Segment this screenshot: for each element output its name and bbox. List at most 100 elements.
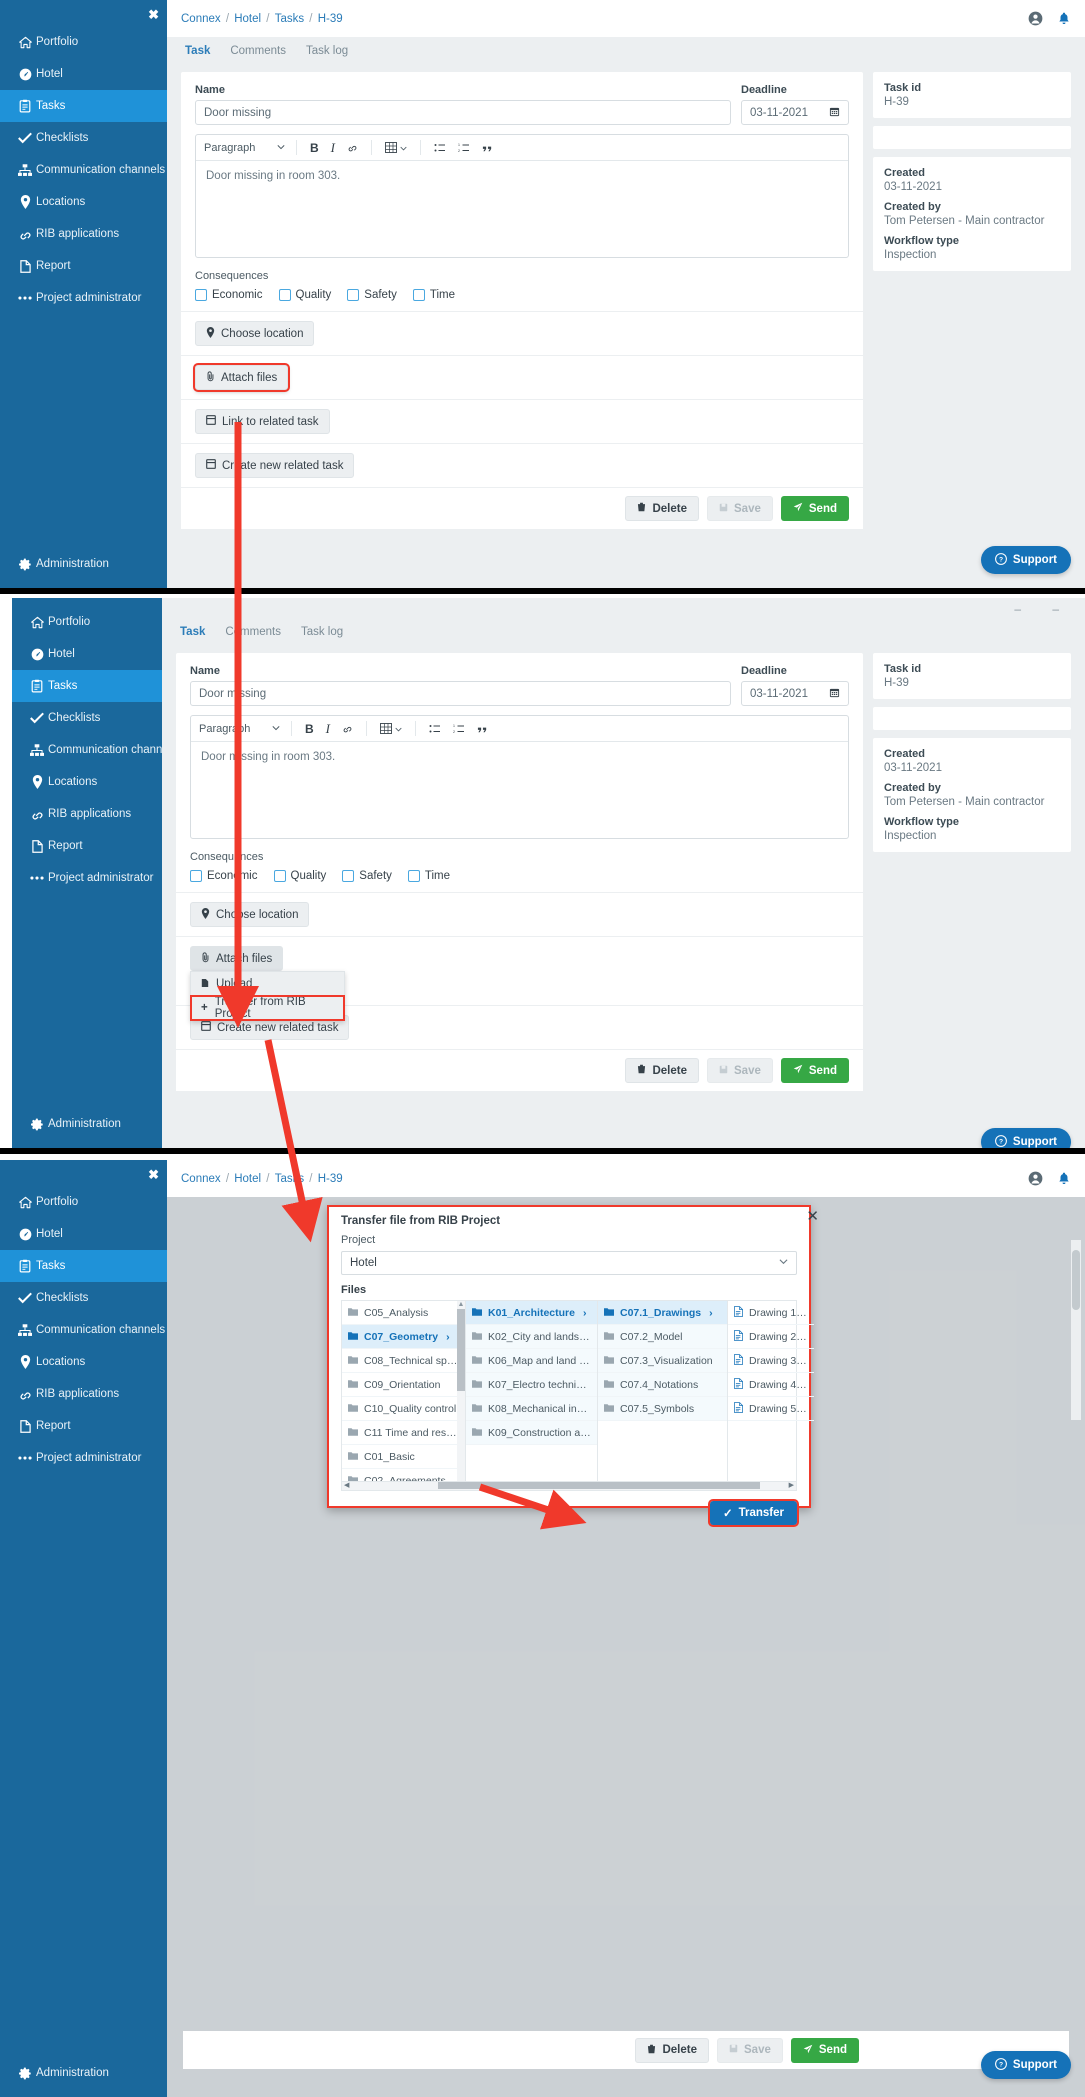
breadcrumb-item[interactable]: Connex [181,12,221,25]
file-row[interactable]: C09_Orientation [342,1373,465,1397]
sidebar-item-administration[interactable]: Administration [0,548,167,580]
bullet-list-icon[interactable] [428,143,452,153]
sidebar-item-report[interactable]: Report [0,1410,167,1442]
file-row[interactable]: C07.2_Model [598,1325,727,1349]
file-row[interactable]: Drawing 5.pdf [728,1397,814,1421]
file-row[interactable]: C10_Quality control [342,1397,465,1421]
breadcrumb-item[interactable]: H-39 [317,1172,343,1185]
file-row[interactable]: C07.3_Visualization [598,1349,727,1373]
breadcrumb-item[interactable]: Hotel [234,1172,262,1185]
delete-button[interactable]: Delete [635,2037,710,2063]
send-button[interactable]: Send [780,496,849,521]
blockquote-icon[interactable] [471,724,494,734]
checkbox-safety[interactable] [347,289,360,301]
sidebar-item-report[interactable]: Report [0,250,167,282]
sidebar-close-icon[interactable]: ✖ [148,7,159,22]
close-icon[interactable]: ✕ [806,1208,819,1225]
sidebar-item-communication-channels[interactable]: Communication channels [0,154,167,186]
editor-content[interactable]: Door missing in room 303. [201,751,336,763]
file-row[interactable]: Drawing 1.pdf [728,1301,814,1325]
table-icon[interactable] [379,141,413,155]
scroll-up-arrow-icon[interactable]: ▲ [457,1301,465,1308]
checkbox-economic[interactable] [190,870,202,882]
checkbox-safety[interactable] [342,870,355,882]
column-1-scrollbar-thumb[interactable] [457,1309,465,1391]
save-button[interactable]: Save [717,2037,783,2063]
file-column-3[interactable]: C07.1_Drawings › C07.2_Model C07.3_Visualiz… [598,1301,728,1481]
file-row[interactable]: K02_City and landscape [466,1325,597,1349]
calendar-icon[interactable] [829,687,840,701]
checkbox-time[interactable] [412,289,425,301]
checkbox-time[interactable] [407,870,420,882]
attach-files-button[interactable]: Attach files [192,363,291,392]
sidebar-item-report[interactable]: Report [12,830,162,862]
support-button[interactable]: ? Support [980,1128,1071,1148]
window-controls[interactable]: – – [1014,602,1073,616]
sidebar-item-tasks[interactable]: Tasks [0,1250,167,1282]
file-row[interactable]: C05_Analysis [342,1301,465,1325]
consequence-quality[interactable]: Quality [278,289,331,301]
file-row[interactable]: K07_Electro technic an... [466,1373,597,1397]
checkbox-quality[interactable] [278,289,291,301]
file-row[interactable]: C07.1_Drawings › [598,1301,727,1325]
deadline-input[interactable]: 03-11-2021 [741,681,849,706]
bell-icon[interactable] [1057,1171,1071,1186]
file-column-1[interactable]: C05_Analysis C07_Geometry › C08_Technical s… [342,1301,466,1481]
project-select[interactable]: Hotel [341,1251,797,1275]
breadcrumb-item[interactable]: H-39 [317,12,343,25]
breadcrumb-item[interactable]: Tasks [274,1172,305,1185]
file-row[interactable]: Drawing 4.pdf [728,1373,814,1397]
file-browser-hscrollbar[interactable]: ◀ ▶ [341,1482,797,1491]
file-row[interactable]: K09_Construction and ... [466,1421,597,1445]
bold-button[interactable]: B [299,722,320,736]
consequence-time[interactable]: Time [412,289,455,301]
name-input[interactable]: Door missing [195,100,731,125]
delete-button[interactable]: Delete [625,1058,700,1083]
file-row[interactable]: C02_Agreements [342,1469,465,1481]
hscrollbar-thumb[interactable] [438,1482,760,1489]
sidebar-item-communication-channels[interactable]: Communication channels [12,734,177,766]
scroll-left-arrow-icon[interactable]: ◀ [344,1482,350,1489]
sidebar-item-communication-channels[interactable]: Communication channels [0,1314,167,1346]
file-row[interactable]: Drawing 3.pdf [728,1349,814,1373]
file-row[interactable]: C07.5_Symbols [598,1397,727,1421]
menu-item-transfer-rib[interactable]: + Transfer from RIB Project [190,995,345,1021]
support-button[interactable]: ? Support [980,2051,1071,2079]
column-1-scrollbar[interactable]: ▲ [457,1301,465,1481]
consequence-economic[interactable]: Economic [195,289,263,301]
deadline-input[interactable]: 03-11-2021 [741,100,849,125]
calendar-icon[interactable] [829,106,840,120]
file-row[interactable]: C08_Technical speci... [342,1349,465,1373]
sidebar-item-tasks[interactable]: Tasks [12,670,162,702]
send-button[interactable]: Send [780,1058,849,1083]
tab-comments[interactable]: Comments [230,44,286,57]
sidebar-item-administration[interactable]: Administration [0,2057,167,2089]
sidebar-item-locations[interactable]: Locations [0,186,167,218]
bullet-list-icon[interactable] [423,724,447,734]
file-row[interactable]: Drawing 2.pdf [728,1325,814,1349]
save-button[interactable]: Save [707,496,773,521]
save-button[interactable]: Save [707,1058,773,1083]
italic-button[interactable]: I [320,721,336,737]
consequence-safety[interactable]: Safety [347,289,397,301]
bell-icon[interactable] [1057,11,1071,26]
table-icon[interactable] [374,722,408,736]
sidebar-item-rib-applications[interactable]: RIB applications [0,218,167,250]
file-column-2[interactable]: K01_Architecture › K02_City and landscape K… [466,1301,598,1481]
tab-task-log[interactable]: Task log [300,625,344,638]
send-button[interactable]: Send [790,2037,859,2063]
create-related-task-button[interactable]: Create new related task [195,453,355,478]
name-input[interactable]: Door missing [190,681,731,706]
consequence-time[interactable]: Time [407,870,450,882]
scroll-right-arrow-icon[interactable]: ▶ [788,1482,794,1489]
sidebar-item-portfolio[interactable]: Portfolio [0,26,167,58]
sidebar-item-portfolio[interactable]: Portfolio [12,606,162,638]
account-circle-icon[interactable] [1028,11,1043,26]
tab-task-log[interactable]: Task log [305,44,349,57]
link-icon[interactable] [341,142,364,153]
checkbox-economic[interactable] [195,289,207,301]
file-row[interactable]: C11 Time and resso... [342,1421,465,1445]
sidebar-item-project-administrator[interactable]: Project administrator [12,862,162,894]
